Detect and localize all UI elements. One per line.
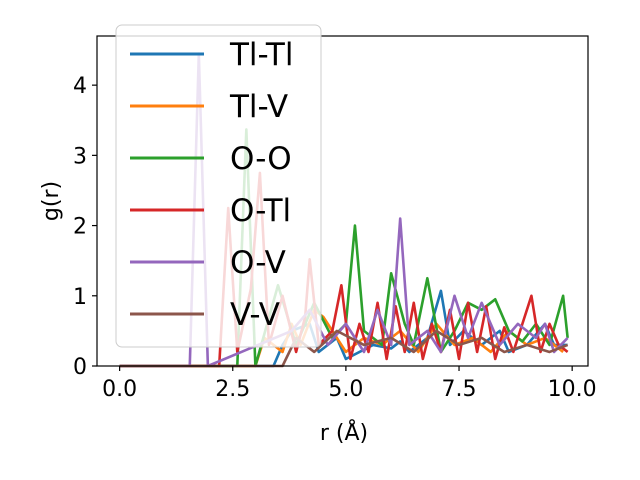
x-axis-label: r (Å) xyxy=(320,419,368,446)
y-axis-label: g(r) xyxy=(39,181,64,221)
legend: Tl-Tl Tl-V O-O O-Tl O-V V-V xyxy=(115,24,322,348)
legend-label-o-tl: O-Tl xyxy=(230,193,291,229)
legend-label-tl-tl: Tl-Tl xyxy=(229,37,293,73)
legend-label-tl-v: Tl-V xyxy=(229,89,288,125)
plot-frame xyxy=(96,35,589,367)
legend-label-o-v: O-V xyxy=(230,245,286,281)
y-tick-label: 3 xyxy=(73,144,87,169)
x-tick-label: 10.0 xyxy=(548,377,597,402)
x-tick-label: 0.0 xyxy=(102,377,137,402)
legend-box xyxy=(115,24,322,348)
axes-frame xyxy=(96,35,589,367)
y-tick-label: 2 xyxy=(73,215,87,240)
y-tick-label: 1 xyxy=(73,285,87,310)
legend-label-o-o: O-O xyxy=(230,141,292,177)
y-tick-label: 0 xyxy=(73,355,87,380)
x-tick-label: 2.5 xyxy=(215,377,250,402)
x-tick-label: 7.5 xyxy=(442,377,477,402)
axis-ticks: 0.0 2.5 5.0 7.5 10.0 0 1 2 3 4 xyxy=(73,74,597,402)
x-tick-label: 5.0 xyxy=(328,377,363,402)
y-tick-label: 4 xyxy=(73,74,87,99)
legend-label-v-v: V-V xyxy=(230,297,280,333)
